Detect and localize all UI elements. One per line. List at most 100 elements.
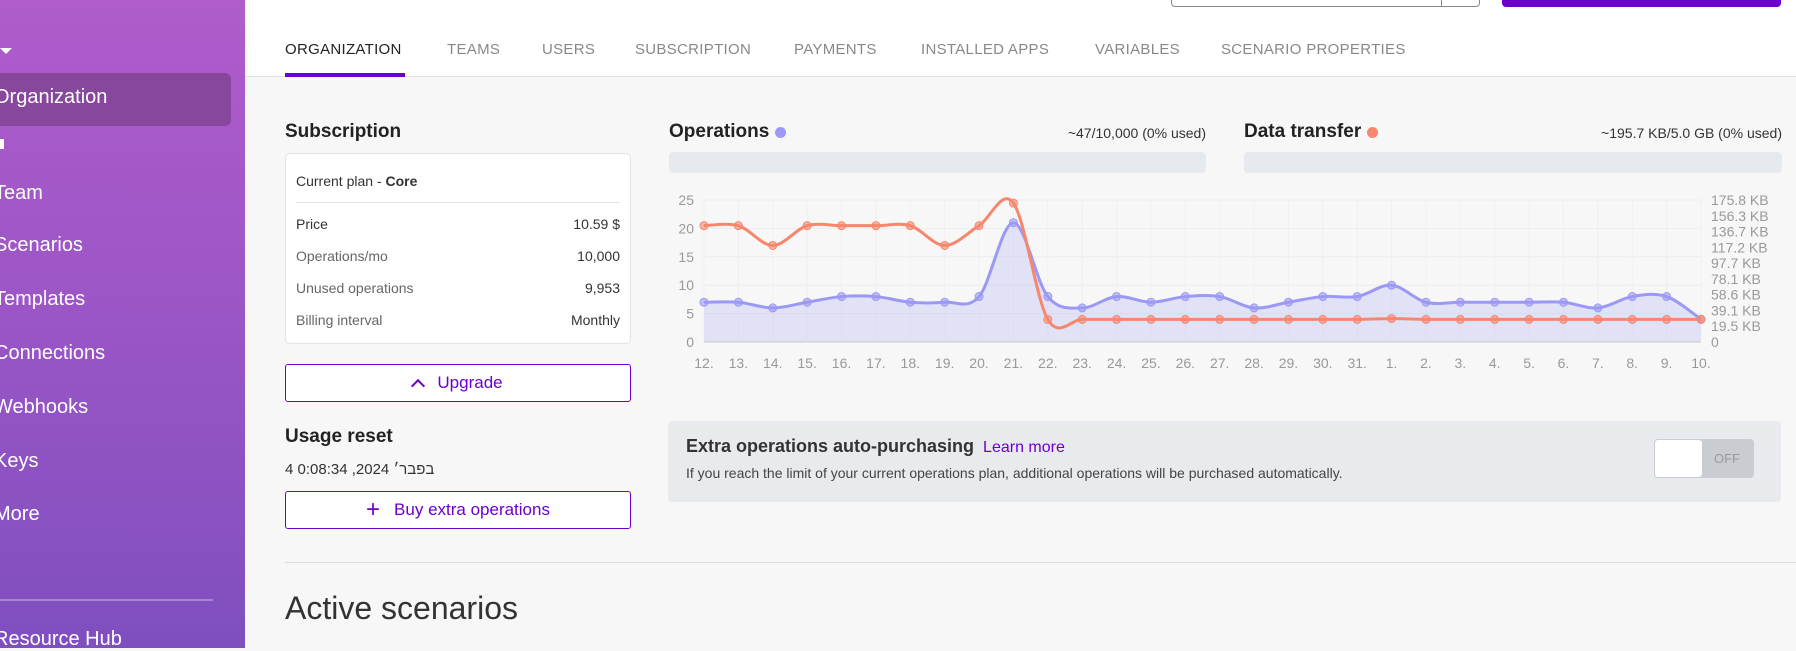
operations-title: Operations	[669, 121, 770, 142]
auto-purchase-panel: Extra operations auto-purchasing Learn mo…	[668, 421, 1781, 502]
data-transfer-point	[1215, 314, 1225, 324]
current-plan-label: Current plan -	[296, 173, 386, 189]
operations-point	[940, 297, 950, 307]
operations-point	[1077, 303, 1087, 313]
data-transfer-point	[837, 221, 847, 231]
tab-payments[interactable]: PAYMENTS	[794, 41, 877, 58]
tab-organization[interactable]: ORGANIZATION	[285, 41, 402, 58]
sidebar-item-scenarios[interactable]: Scenarios	[0, 234, 83, 256]
section-divider	[285, 562, 1796, 563]
x-tick-label: 25.	[1141, 355, 1160, 371]
sidebar-divider	[0, 599, 213, 601]
data-transfer-header: Data transfer	[1244, 121, 1379, 143]
data-transfer-point	[1283, 314, 1293, 324]
operations-point	[974, 292, 984, 302]
x-tick-label: 9.	[1661, 355, 1673, 371]
plus-icon: +	[366, 496, 381, 523]
tab-subscription[interactable]: SUBSCRIPTION	[635, 41, 752, 58]
data-transfer-point	[1455, 314, 1465, 324]
x-tick-label: 19.	[935, 355, 954, 371]
right-tick-label: 39.1 KB	[1711, 302, 1761, 318]
toggle-state-label: OFF	[1714, 451, 1740, 466]
buy-extra-operations-button[interactable]: + Buy extra operations	[285, 491, 631, 529]
operations-header: Operations	[669, 121, 787, 143]
left-tick-label: 20	[678, 220, 694, 236]
data-transfer-point	[1558, 314, 1568, 324]
usage-reset-title: Usage reset	[285, 426, 393, 447]
data-transfer-point	[1146, 314, 1156, 324]
x-tick-label: 10.	[1691, 355, 1710, 371]
search-input[interactable]	[1171, 0, 1480, 7]
operations-point	[1455, 297, 1465, 307]
x-tick-label: 20.	[969, 355, 988, 371]
data-transfer-title: Data transfer	[1244, 121, 1362, 142]
x-tick-label: 31.	[1347, 355, 1366, 371]
current-plan: Current plan - Core	[296, 173, 417, 189]
data-transfer-point	[1180, 314, 1190, 324]
x-tick-label: 12.	[694, 355, 713, 371]
right-tick-label: 0	[1711, 334, 1719, 350]
tab-installed-apps[interactable]: INSTALLED APPS	[921, 41, 1050, 58]
data-transfer-point	[1112, 314, 1122, 324]
price-row: Price 10.59 $	[296, 216, 620, 232]
x-tick-label: 5.	[1523, 355, 1535, 371]
left-tick-label: 5	[686, 306, 694, 322]
data-transfer-point	[1318, 314, 1328, 324]
operations-point	[1215, 292, 1225, 302]
chevron-up-icon	[411, 378, 426, 394]
sidebar-item-connections[interactable]: Connections	[0, 342, 106, 364]
primary-action-button[interactable]	[1502, 0, 1781, 7]
x-tick-label: 1.	[1386, 355, 1398, 371]
sidebar-item-templates[interactable]: Templates	[0, 288, 86, 310]
data-transfer-point	[1593, 314, 1603, 324]
x-tick-label: 17.	[866, 355, 885, 371]
operations-area	[704, 222, 1701, 342]
row-value: 10.59 $	[573, 216, 620, 232]
upgrade-label: Upgrade	[437, 373, 503, 392]
operations-legend-dot	[775, 126, 787, 138]
sidebar-item-more[interactable]: More	[0, 503, 40, 525]
x-tick-label: 26.	[1176, 355, 1195, 371]
sidebar-item-webhooks[interactable]: Webhooks	[0, 396, 89, 418]
right-tick-label: 97.7 KB	[1711, 255, 1761, 271]
data-transfer-point	[1696, 314, 1706, 324]
operations-point	[1490, 297, 1500, 307]
learn-more-link[interactable]: Learn more	[983, 439, 1065, 456]
sidebar-item-keys[interactable]: Keys	[0, 450, 39, 472]
operations-point	[1387, 280, 1397, 290]
x-tick-label: 4.	[1489, 355, 1501, 371]
x-tick-label: 2.	[1420, 355, 1432, 371]
tab-scenario-properties[interactable]: SCENARIO PROPERTIES	[1221, 41, 1406, 58]
sidebar-item-resource-hub[interactable]: Resource Hub	[0, 628, 122, 650]
operations-usage: ~47/10,000 (0% used)	[1067, 125, 1206, 141]
top-bar	[245, 0, 1796, 77]
operations-point	[1043, 292, 1053, 302]
upgrade-button[interactable]: Upgrade	[285, 364, 631, 402]
operations-progress-bar	[669, 152, 1206, 173]
data-transfer-point	[1662, 314, 1672, 324]
operations-point	[1662, 292, 1672, 302]
x-tick-label: 13.	[729, 355, 748, 371]
right-tick-label: 156.3 KB	[1711, 208, 1769, 224]
auto-purchase-toggle[interactable]: OFF	[1654, 439, 1754, 478]
left-tick-label: 0	[686, 334, 694, 350]
usage-chart: 0 5 10 15 20 25 12. 13. 14. 15. 16. 17. 18. 19. 20. 21.…	[678, 192, 1769, 371]
x-tick-label: 21.	[1004, 355, 1023, 371]
operations-point	[1524, 297, 1534, 307]
sidebar-item-team[interactable]: Team	[0, 182, 43, 204]
buy-extra-label: Buy extra operations	[394, 500, 550, 519]
tab-teams[interactable]: TEAMS	[447, 41, 501, 58]
sidebar-item-organization[interactable]: Organization	[0, 86, 108, 108]
x-tick-label: 16.	[832, 355, 851, 371]
x-tick-label: 28.	[1244, 355, 1263, 371]
chevron-down-icon[interactable]	[0, 48, 12, 54]
row-label: Billing interval	[296, 312, 383, 328]
data-transfer-point	[940, 240, 950, 250]
sidebar-marker	[0, 139, 4, 149]
operations-point	[837, 292, 847, 302]
active-scenarios-title: Active scenarios	[285, 590, 518, 626]
tab-variables[interactable]: VARIABLES	[1095, 41, 1180, 58]
left-tick-label: 10	[678, 277, 694, 293]
operations-point	[1180, 292, 1190, 302]
tab-users[interactable]: USERS	[542, 41, 596, 58]
